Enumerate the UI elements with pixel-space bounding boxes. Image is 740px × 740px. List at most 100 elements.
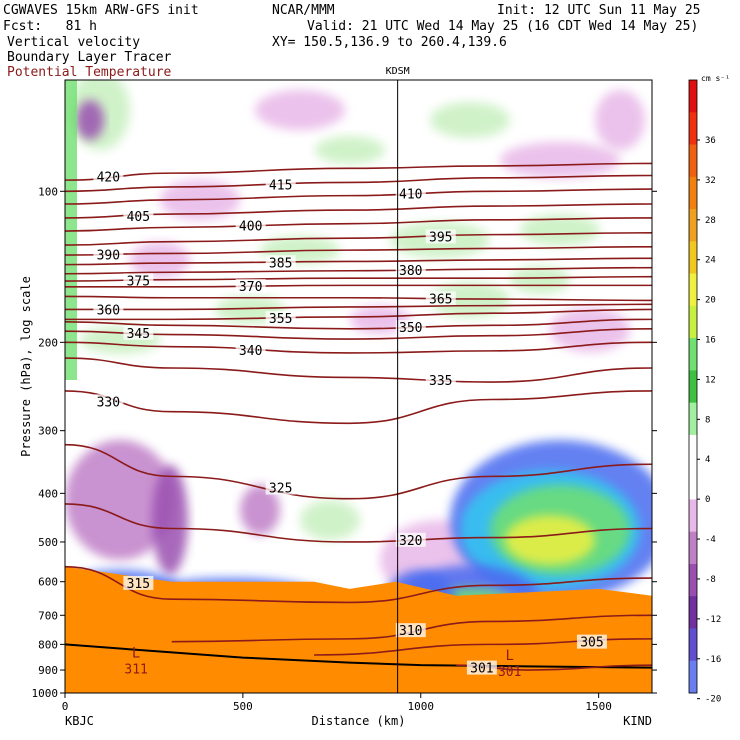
isentrope-label-bg (425, 229, 456, 244)
isentrope-line (65, 284, 652, 288)
velocity-shading-patch (430, 282, 510, 318)
isentrope-label-bg (265, 177, 296, 192)
velocity-shading-patch (255, 90, 345, 130)
isentrope-label: 315 (127, 577, 150, 592)
cross-section-endpoints: XY= 150.5,136.9 to 260.4,139.6 (272, 35, 507, 50)
isentrope-label: 330 (97, 395, 120, 410)
isentrope-label: 405 (127, 210, 150, 225)
isentrope-label-bg (395, 186, 426, 201)
isentrope-line (65, 308, 652, 321)
isentrope-line (65, 443, 652, 500)
velocity-shading-patch (65, 440, 175, 560)
colorbar-tick-label: 12 (705, 375, 716, 385)
isentrope-label-bg (123, 325, 154, 340)
isentrope-line (65, 257, 652, 266)
colorbar-swatch (689, 338, 697, 371)
low-value-label: 311 (124, 663, 147, 678)
colorbar-tick-label: 0 (705, 495, 710, 505)
field-potential-temperature: Potential Temperature (7, 65, 172, 80)
velocity-shading-patch (505, 515, 595, 565)
colorbar-tick-label: 36 (705, 136, 716, 146)
isentrope-label-bg (235, 279, 266, 294)
colorbar-tick-label: 20 (705, 296, 716, 306)
velocity-shading-patch (315, 136, 385, 164)
velocity-shading-patch (510, 266, 570, 294)
isentrope-label-bg (395, 320, 426, 335)
isentrope-label-bg (235, 342, 266, 357)
colorbar-swatch (689, 531, 697, 565)
isentrope-label: 380 (399, 264, 422, 279)
colorbar-tick-label: 8 (705, 415, 710, 425)
right-endpoint-label: KIND (623, 714, 652, 728)
colorbar-swatch (689, 499, 697, 533)
isentrope-label: 370 (239, 280, 262, 295)
y-tick-label: 100 (38, 185, 58, 198)
isentrope-label: 345 (127, 327, 150, 342)
colorbar-swatch (689, 628, 697, 662)
isentrope-line (65, 245, 652, 256)
isentrope-label: 395 (429, 230, 452, 245)
isentrope-label: 355 (269, 312, 292, 327)
isentrope-label-bg (123, 575, 154, 590)
isentrope-label-bg (265, 311, 296, 326)
isentrope-label-bg (265, 480, 296, 495)
velocity-shading-patch (350, 306, 410, 334)
isentrope-line (65, 266, 652, 275)
isentrope-line (65, 390, 652, 425)
isentrope-line (65, 341, 652, 354)
isentrope-label: 301 (470, 662, 493, 677)
velocity-shading-patch (65, 80, 77, 380)
isentrope-label-bg (395, 623, 426, 638)
y-axis-label: Pressure (hPa), log scale (19, 276, 33, 457)
forecast-hour-label: Fcst: 81 h (3, 19, 97, 34)
station-marker-label: KDSM (386, 66, 410, 77)
colorbar-swatch (689, 467, 697, 500)
colorbar-tick-label: 4 (705, 455, 710, 465)
isentrope-label-bg (265, 255, 296, 270)
isentrope-line (65, 503, 652, 543)
colorbar-swatch (689, 176, 697, 210)
init-time-label: Init: 12 UTC Sun 11 May 25 (497, 3, 701, 18)
velocity-shading-patch (595, 90, 645, 150)
colorbar-tick-label: 24 (705, 256, 716, 266)
isentrope-label: 390 (97, 248, 120, 263)
velocity-shading-patch (76, 100, 104, 140)
isentrope-label: 335 (429, 374, 452, 389)
colorbar-swatch (689, 434, 697, 468)
model-title: CGWAVES 15km ARW-GFS init (3, 3, 199, 18)
velocity-shading-patch (520, 214, 600, 246)
isentrope-line (65, 217, 652, 232)
isentrope-label: 420 (97, 171, 120, 186)
y-tick-label: 500 (38, 536, 58, 549)
colorbar-swatch (689, 80, 697, 113)
isentrope-label: 385 (269, 256, 292, 271)
colorbar-tick-label: -16 (705, 655, 721, 665)
isentrope-label: 415 (269, 179, 292, 194)
isentrope-line (65, 188, 652, 205)
colorbar-tick-label: 32 (705, 176, 716, 186)
isentrope-label-bg (425, 372, 456, 387)
isentrope-line (65, 162, 652, 181)
field-vertical-velocity: Vertical velocity (7, 35, 141, 50)
colorbar-swatch (689, 241, 697, 275)
isentrope-label: 410 (399, 187, 422, 202)
isentrope-label-bg (395, 532, 426, 547)
x-tick-label: 1000 (408, 700, 435, 713)
x-axis-label: Distance (km) (312, 714, 406, 728)
colorbar-frame (688, 79, 698, 694)
isentrope-line (65, 357, 652, 383)
y-tick-label: 1000 (32, 687, 59, 700)
velocity-shading-patch (550, 308, 630, 352)
isentrope-label: 400 (239, 220, 262, 235)
isentrope-label: 340 (239, 344, 262, 359)
colorbar-tick-label: -12 (705, 615, 721, 625)
isentrope-label: 325 (269, 482, 292, 497)
isentrope-label: 375 (127, 274, 150, 289)
velocity-shading-patch (430, 102, 510, 138)
isentrope-line (65, 232, 652, 246)
isentrope-line (65, 295, 652, 302)
colorbar-tick-label: -8 (705, 575, 716, 585)
isentrope-label: 360 (97, 303, 120, 318)
colorbar-swatch (689, 209, 697, 242)
